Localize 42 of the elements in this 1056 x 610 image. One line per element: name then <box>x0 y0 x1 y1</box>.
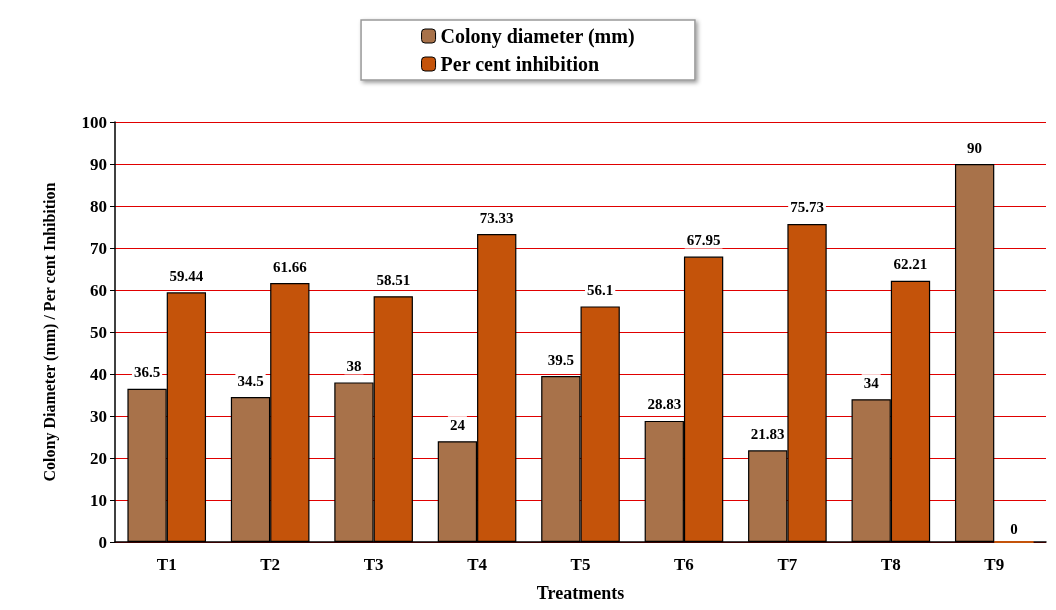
legend-label: Colony diameter (mm) <box>440 25 635 48</box>
data-label: 61.66 <box>272 258 308 275</box>
y-tick-label: 0 <box>98 532 107 552</box>
x-tick-label: T2 <box>260 555 281 574</box>
data-label: 34.5 <box>237 372 264 389</box>
data-label: 58.51 <box>376 271 411 288</box>
data-label: 75.73 <box>790 199 824 216</box>
x-tick-label: T8 <box>880 555 901 574</box>
x-tick-label: T5 <box>570 555 591 574</box>
y-tick-label: 60 <box>90 280 107 300</box>
y-tick-label: 40 <box>90 364 107 384</box>
data-label: 36.5 <box>133 364 161 381</box>
data-label: 59.44 <box>169 267 204 284</box>
y-tick-label: 30 <box>90 406 107 426</box>
x-tick-label: T3 <box>363 555 384 574</box>
y-tick-label: 10 <box>90 490 107 510</box>
data-label: 34 <box>863 374 880 391</box>
y-tick-label: 70 <box>90 238 107 258</box>
data-label: 56.1 <box>587 281 614 298</box>
x-tick-label: T4 <box>467 555 488 574</box>
data-label: 73.33 <box>479 209 514 226</box>
data-label: 28.83 <box>647 396 682 413</box>
y-tick-label: 90 <box>90 154 107 174</box>
x-tick-label: T9 <box>984 555 1005 574</box>
y-tick-label: 100 <box>81 112 107 132</box>
data-label: 38 <box>346 357 362 374</box>
data-label: 0 <box>1010 520 1018 537</box>
y-axis-title: Colony Diameter (mm) / Per cent Inhibition <box>40 182 59 482</box>
x-tick-label: T6 <box>674 555 694 574</box>
data-label: 24 <box>449 416 466 433</box>
data-label: 39.5 <box>547 351 574 368</box>
x-tick-label: T1 <box>156 555 177 574</box>
y-tick-label: 50 <box>90 322 107 342</box>
x-tick-label: T7 <box>777 555 798 574</box>
y-tick-label: 80 <box>90 196 107 216</box>
data-label: 21.83 <box>750 425 785 442</box>
data-label: 67.95 <box>686 232 721 249</box>
y-tick-label: 20 <box>90 448 107 468</box>
data-label: 62.21 <box>893 256 928 273</box>
legend-label: Per cent inhibition <box>440 53 600 75</box>
x-axis-title: Treatments <box>536 583 625 603</box>
data-label: 90 <box>967 139 983 156</box>
